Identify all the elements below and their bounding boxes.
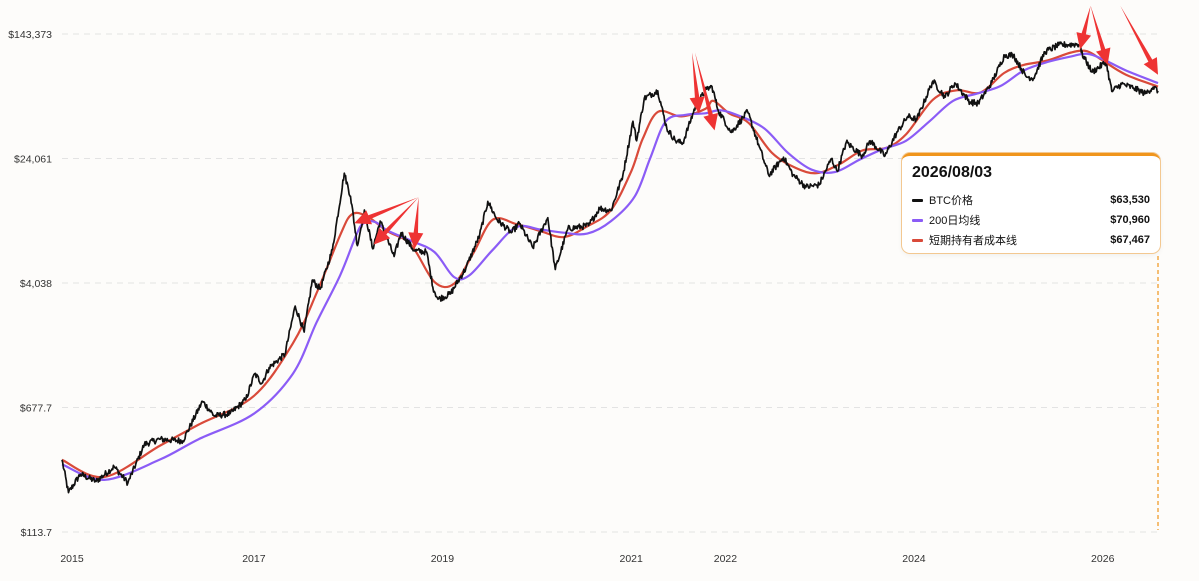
x-tick-label: 2022 bbox=[714, 553, 738, 565]
y-tick-label: $143,373 bbox=[8, 29, 52, 41]
y-tick-label: $113.7 bbox=[21, 527, 52, 539]
tooltip-label: 200日均线 bbox=[929, 215, 981, 227]
annotation-arrow bbox=[354, 197, 419, 225]
ma200-swatch bbox=[912, 218, 923, 222]
x-tick-label: 2026 bbox=[1091, 553, 1115, 565]
x-tick-label: 2024 bbox=[902, 553, 926, 565]
annotation-arrow bbox=[1090, 5, 1111, 65]
btc-price-swatch bbox=[912, 198, 923, 202]
tooltip-row-sth-cost: 短期持有者成本线 $67,467 bbox=[912, 230, 1150, 250]
tooltip-value: $63,530 bbox=[1110, 194, 1150, 206]
tooltip-value: $67,467 bbox=[1110, 234, 1150, 246]
y-tick-label: $677.7 bbox=[20, 402, 52, 414]
btc-price-line bbox=[61, 41, 1159, 494]
grid-lines bbox=[62, 33, 1162, 533]
x-tick-label: 2015 bbox=[60, 553, 84, 565]
annotation-arrow bbox=[408, 197, 424, 249]
tooltip-card: 2026/08/03 BTC价格 $63,530 200日均线 $70,960 … bbox=[902, 153, 1160, 253]
x-tick-label: 2017 bbox=[242, 553, 266, 565]
ma200-line bbox=[61, 52, 1159, 482]
y-axis: $143,373 $24,061 $4,038 $677.7 $113.7 bbox=[8, 29, 52, 539]
annotation-arrow bbox=[689, 52, 705, 114]
tooltip-row-btc-price: BTC价格 $63,530 bbox=[912, 190, 1150, 210]
x-tick-label: 2021 bbox=[619, 553, 643, 565]
annotation-arrow bbox=[373, 197, 419, 245]
annotation-arrow bbox=[1120, 5, 1158, 75]
sth-cost-line bbox=[61, 49, 1159, 479]
tooltip-row-200d-ma: 200日均线 $70,960 bbox=[912, 210, 1150, 230]
tooltip-label: BTC价格 bbox=[929, 195, 973, 207]
tooltip-date: 2026/08/03 bbox=[912, 164, 993, 181]
annotation-arrow bbox=[695, 52, 718, 131]
y-tick-label: $4,038 bbox=[20, 278, 52, 290]
tooltip-value: $70,960 bbox=[1110, 214, 1150, 226]
annotation-arrows bbox=[354, 5, 1158, 249]
sth-cost-swatch bbox=[912, 238, 923, 242]
x-tick-label: 2019 bbox=[431, 553, 455, 565]
x-axis: 2015 2017 2019 2021 2022 2024 2026 bbox=[60, 553, 1114, 565]
tooltip-label: 短期持有者成本线 bbox=[929, 235, 1017, 247]
series-group bbox=[61, 41, 1159, 494]
annotation-arrow bbox=[1076, 5, 1092, 50]
y-tick-label: $24,061 bbox=[14, 153, 52, 165]
